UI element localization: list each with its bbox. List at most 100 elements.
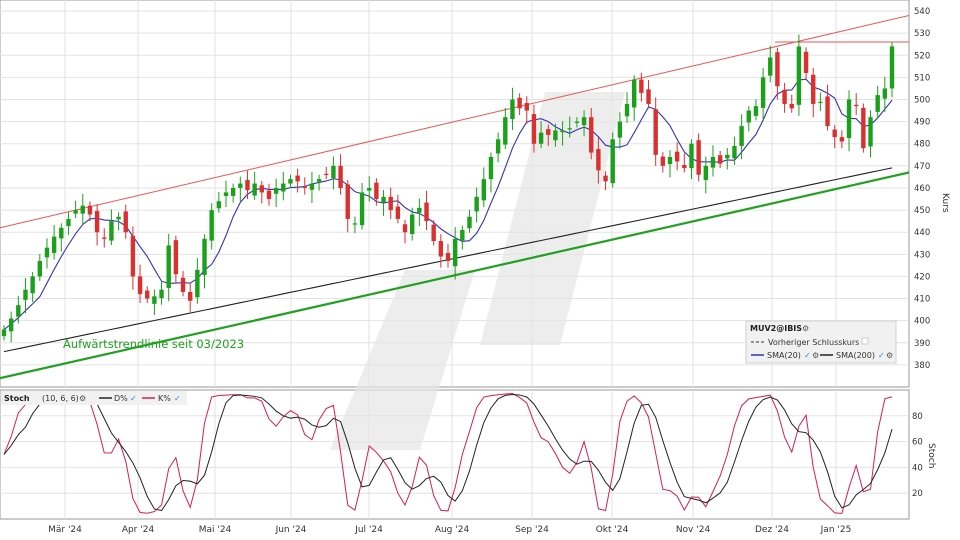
candle-body <box>195 269 200 298</box>
candle-body <box>166 245 171 288</box>
trendline-label: Aufwärtstrendlinie seit 03/2023 <box>63 337 244 351</box>
stoch-header-bg <box>1 391 187 405</box>
candle-body <box>839 137 845 142</box>
y-tick-label: 520 <box>914 51 930 61</box>
candle-body <box>789 103 794 109</box>
candle-body <box>739 126 744 146</box>
x-tick-label: Jan '25 <box>820 525 852 535</box>
y-tick-label: 20 <box>912 489 923 499</box>
candle-body <box>8 318 14 332</box>
candle-body <box>145 290 150 299</box>
sma20-layer <box>3 78 893 330</box>
candle-body <box>216 201 222 209</box>
candle-body <box>395 206 401 219</box>
stoch-d-check-icon[interactable]: ✓ <box>130 394 137 403</box>
candle-body <box>295 175 300 182</box>
candle-body <box>80 205 85 214</box>
candle-body <box>266 190 272 200</box>
candle-body <box>302 186 307 188</box>
candle-body <box>760 77 766 108</box>
candle-body <box>803 51 809 73</box>
candle-body <box>782 89 787 104</box>
candle-body <box>223 192 229 196</box>
candle-body <box>59 227 64 239</box>
candle-body <box>173 240 179 275</box>
candle-body <box>581 117 587 126</box>
candle-body <box>531 114 537 144</box>
y-tick-label: 400 <box>914 317 930 327</box>
candle-body <box>202 238 207 276</box>
candle-body <box>37 260 43 277</box>
stoch-d-line <box>3 393 893 512</box>
candle-body <box>123 211 128 233</box>
candle-body <box>367 187 372 191</box>
candle-body <box>889 46 895 89</box>
candle-body <box>288 179 293 184</box>
candle-body <box>137 276 143 295</box>
y-tick-label: 80 <box>912 412 923 422</box>
stoch-title: Stoch <box>4 394 30 403</box>
legend-box <box>745 320 897 364</box>
candle-body <box>44 247 50 258</box>
candle-body <box>589 117 594 153</box>
candle-body <box>732 145 737 159</box>
candle-body <box>603 175 608 182</box>
candle-body <box>1 329 7 337</box>
y-tick-label: 40 <box>912 463 923 473</box>
candle-body <box>524 103 529 111</box>
candle-body <box>159 289 164 299</box>
candle-body <box>682 164 687 169</box>
candle-body <box>309 183 315 190</box>
legend-title-icon[interactable]: ⚙ <box>802 324 809 333</box>
y-tick-label: 60 <box>912 438 923 448</box>
legend-sma200-label: SMA(200) <box>836 351 875 360</box>
candle-body <box>832 129 837 138</box>
candle-body <box>452 238 458 267</box>
stoch-header: Stoch (10, 6, 6) ⚙ D% ✓ K% ✓ <box>1 391 187 405</box>
stoch-k-check-icon[interactable]: ✓ <box>174 394 181 403</box>
legend-sma20-check-icon[interactable]: ✓ <box>804 351 811 360</box>
candle-body <box>359 192 365 226</box>
candle-body <box>596 149 601 171</box>
candle-body <box>882 88 888 99</box>
candle-body <box>875 95 880 112</box>
candle-body <box>617 121 623 138</box>
candle-body <box>460 229 465 241</box>
stoch-gridlines <box>0 390 909 519</box>
x-tick-labels: Mär '24 Apr '24 Mai '24 Jun '24 Jul '24 Aug '… <box>48 525 851 535</box>
y-tick-label: 410 <box>914 295 930 305</box>
x-tick-label: Nov '24 <box>676 525 711 535</box>
candle-body <box>624 103 630 117</box>
candle-body <box>746 110 751 123</box>
candle-body <box>517 97 522 109</box>
stoch-panel-frame <box>0 389 910 520</box>
stoch-settings-icon[interactable]: ⚙ <box>79 394 86 403</box>
candle-body <box>775 52 780 87</box>
candle-body <box>703 165 709 181</box>
candle-body <box>667 157 673 165</box>
candle-body <box>66 218 71 227</box>
candle-body <box>345 184 350 219</box>
legend-sma20-settings-icon[interactable]: ⚙ <box>812 351 819 360</box>
candle-body <box>152 296 157 304</box>
candle-body <box>324 173 329 176</box>
legend-sma200-settings-icon[interactable]: ⚙ <box>886 351 893 360</box>
uptrend-line <box>0 171 909 380</box>
main-y-axis-label: Kurs <box>940 193 950 213</box>
candle-body <box>811 74 816 104</box>
y-tick-label: 540 <box>914 7 930 17</box>
candle-body <box>861 107 866 149</box>
candle-body <box>660 156 666 166</box>
y-tick-label: 460 <box>914 184 930 194</box>
candle-body <box>130 235 136 277</box>
legend-prev-close-toggle[interactable] <box>861 337 869 345</box>
candle-body <box>546 129 551 135</box>
stoch-y-axis-label: Stoch <box>926 443 936 468</box>
candle-body <box>30 276 35 294</box>
candle-body <box>331 165 336 179</box>
legend-sma200-check-icon[interactable]: ✓ <box>878 351 885 360</box>
candle-body <box>109 221 114 241</box>
x-tick-label: Jun '24 <box>275 525 307 535</box>
candle-body <box>495 139 501 154</box>
